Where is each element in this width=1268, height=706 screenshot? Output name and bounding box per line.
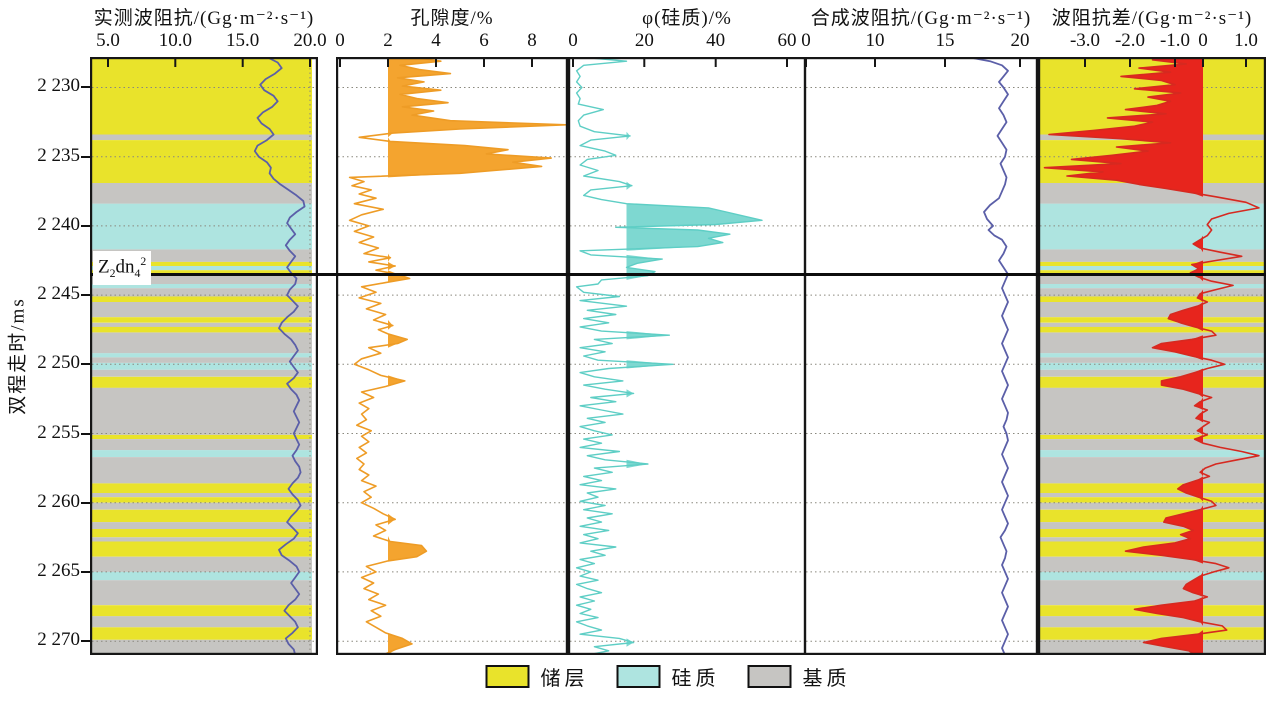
marker-base-sub: 2 xyxy=(109,267,116,281)
impedance-difference-scale-label: -2.0 xyxy=(1114,30,1146,51)
marker-mid: dn xyxy=(115,256,135,278)
y-tick-label: 2 260 xyxy=(37,490,80,512)
measured-impedance-plot xyxy=(90,57,318,655)
legend-item-gray: 基质 xyxy=(747,662,851,691)
y-tick-mark xyxy=(81,640,90,643)
measured-impedance-track xyxy=(90,57,318,655)
y-tick-label: 2 265 xyxy=(37,559,80,581)
measured-impedance-scale-label: 5.0 xyxy=(96,30,120,51)
y-tick-mark xyxy=(81,432,90,435)
porosity-title: 孔隙度/% xyxy=(410,8,494,29)
impedance-difference-plot xyxy=(1038,57,1266,655)
legend-swatch-cyan xyxy=(616,665,661,688)
y-tick-mark xyxy=(81,224,90,227)
porosity-scale-label: 0 xyxy=(335,30,345,51)
marker-sup: 2 xyxy=(140,255,147,268)
y-tick-label: 2 235 xyxy=(37,144,80,166)
porosity-plot xyxy=(336,57,568,655)
y-tick-mark xyxy=(81,86,90,89)
impedance-difference-track xyxy=(1038,57,1266,655)
impedance-difference-scale-label: 0 xyxy=(1198,30,1208,51)
porosity-scale-label: 4 xyxy=(431,30,441,51)
porosity-track xyxy=(336,57,568,655)
synthetic-impedance-scale-label: 15 xyxy=(935,30,955,51)
formation-marker-label: Z2dn42 xyxy=(93,251,152,286)
silica-content-scale-label: 40 xyxy=(706,30,726,51)
impedance-difference-title: 波阻抗差/(Gg·m⁻²·s⁻¹) xyxy=(1051,8,1253,29)
synthetic-impedance-scale-label: 10 xyxy=(865,30,885,51)
silica-content-plot xyxy=(568,57,806,655)
legend-item-cyan: 硅质 xyxy=(616,662,720,691)
legend-label: 硅质 xyxy=(671,668,720,690)
measured-impedance-scale-label: 10.0 xyxy=(158,30,192,51)
y-tick-mark xyxy=(81,501,90,504)
legend-swatch-yellow xyxy=(485,665,530,688)
y-tick-label: 2 255 xyxy=(37,421,80,443)
silica-content-title: φ(硅质)/% xyxy=(642,8,732,29)
y-tick-label: 2 270 xyxy=(37,629,80,651)
legend-item-yellow: 储层 xyxy=(485,662,589,691)
legend-label: 基质 xyxy=(802,668,851,690)
silica-content-track xyxy=(568,57,806,655)
silica-content-scale-label: 60 xyxy=(777,30,797,51)
y-tick-mark xyxy=(81,294,90,297)
porosity-scale-label: 8 xyxy=(527,30,537,51)
synthetic-impedance-title: 合成波阻抗/(Gg·m⁻²·s⁻¹) xyxy=(810,8,1032,29)
legend-swatch-gray xyxy=(747,665,792,688)
silica-content-scale-label: 0 xyxy=(568,30,578,51)
y-tick-label: 2 240 xyxy=(37,213,80,235)
silica-content-scale-label: 20 xyxy=(634,30,654,51)
formation-marker-line xyxy=(90,273,1266,276)
y-tick-mark xyxy=(81,363,90,366)
marker-mid-sub: 4 xyxy=(134,267,141,281)
porosity-scale-label: 6 xyxy=(479,30,489,51)
y-tick-label: 2 245 xyxy=(37,283,80,305)
measured-impedance-scale-label: 15.0 xyxy=(226,30,260,51)
synthetic-impedance-plot xyxy=(804,57,1038,655)
y-tick-mark xyxy=(81,155,90,158)
y-tick-label: 2 230 xyxy=(37,75,80,97)
measured-impedance-title: 实测波阻抗/(Gg·m⁻²·s⁻¹) xyxy=(93,8,315,29)
porosity-scale-label: 2 xyxy=(383,30,393,51)
impedance-difference-scale-label: -3.0 xyxy=(1069,30,1101,51)
impedance-difference-scale-label: 1.0 xyxy=(1234,30,1258,51)
impedance-difference-scale-label: -1.0 xyxy=(1159,30,1191,51)
y-tick-label: 2 250 xyxy=(37,352,80,374)
legend-label: 储层 xyxy=(540,668,589,690)
synthetic-impedance-scale-label: 20 xyxy=(1010,30,1030,51)
legend: 储层 硅质 基质 xyxy=(485,662,851,691)
measured-impedance-scale-label: 20.0 xyxy=(293,30,327,51)
synthetic-impedance-track xyxy=(804,57,1038,655)
marker-base: Z xyxy=(98,256,110,278)
synthetic-impedance-scale-label: 0 xyxy=(801,30,811,51)
y-tick-mark xyxy=(81,570,90,573)
